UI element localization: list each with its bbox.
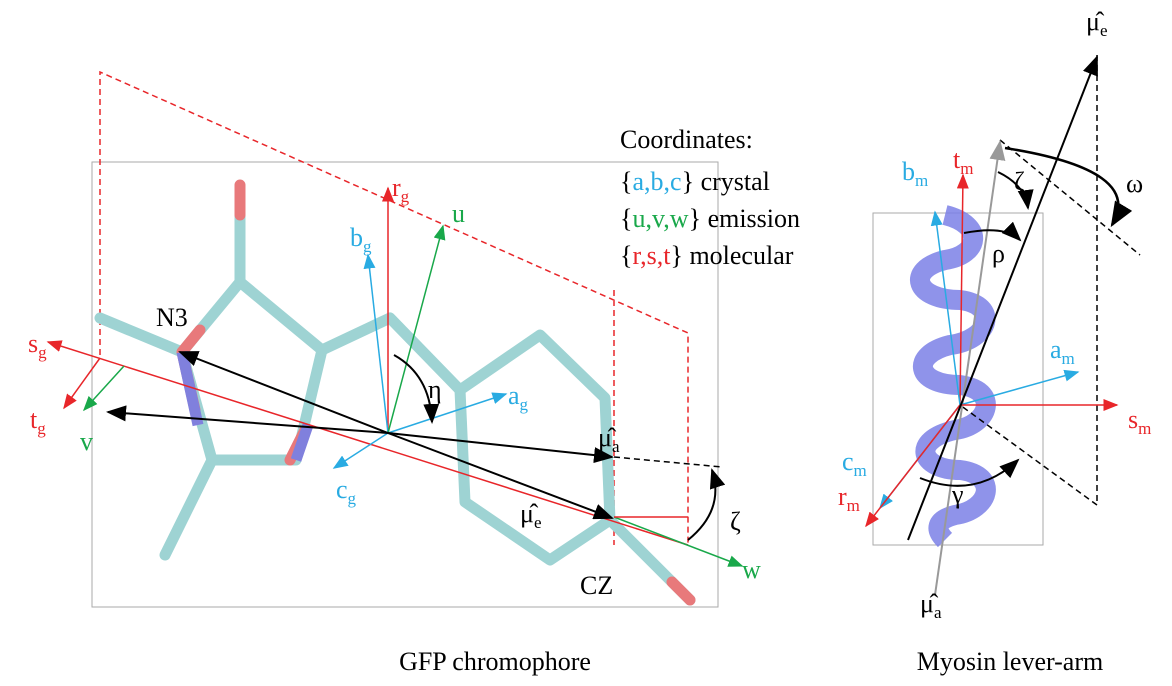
- label: sm: [1128, 405, 1151, 438]
- label-sub: m: [915, 171, 928, 190]
- legend-letters: u,v,w: [632, 204, 688, 233]
- label: v: [80, 427, 93, 456]
- label-text: c: [336, 475, 348, 504]
- figure: rgubgsgtgvN3ηagcgμ̂aμ̂eCZζwμ̂etmbmζωρams…: [0, 0, 1172, 681]
- label-text: b: [350, 223, 363, 252]
- legend-open: {: [620, 167, 632, 196]
- label-text: N3: [156, 303, 188, 332]
- label-text: r: [392, 173, 401, 202]
- label: bm: [902, 157, 928, 190]
- label: bg: [350, 223, 372, 256]
- label: μ̂e: [1086, 7, 1108, 40]
- legend-row: {a,b,c} crystal: [620, 167, 770, 196]
- legend-word: molecular: [683, 241, 794, 270]
- label-text: η: [428, 375, 442, 404]
- label-text: ζ: [1014, 167, 1025, 196]
- label-sub: m: [847, 496, 860, 515]
- label-text: r: [838, 482, 847, 511]
- label-sub: m: [854, 461, 867, 480]
- caption: Myosin lever-arm: [917, 647, 1103, 676]
- label-sub: e: [534, 513, 542, 532]
- label-text: CZ: [580, 571, 613, 600]
- label-sub: m: [960, 159, 973, 178]
- label: tm: [953, 145, 973, 178]
- legend-close: }: [689, 204, 701, 233]
- label: γ: [951, 480, 964, 509]
- label: cm: [842, 447, 867, 480]
- label: u: [452, 199, 465, 228]
- label: μ̂a: [920, 589, 942, 622]
- label-sub: m: [1062, 349, 1075, 368]
- label: rg: [392, 173, 410, 206]
- label-text: γ: [951, 480, 964, 509]
- label-text: a: [1050, 335, 1062, 364]
- label-sub: g: [520, 395, 529, 414]
- label-text: w: [742, 555, 761, 584]
- label-sub: e: [1100, 21, 1108, 40]
- label: μ̂a: [598, 423, 620, 456]
- legend-close: }: [682, 167, 694, 196]
- label: ζ: [730, 507, 741, 536]
- label: ω: [1126, 169, 1143, 198]
- label: μ̂e: [520, 499, 542, 532]
- legend-word: crystal: [694, 167, 770, 196]
- label-text: s: [28, 329, 38, 358]
- myosin-panel: [866, 55, 1140, 595]
- legend-letters: a,b,c: [632, 167, 681, 196]
- caption: GFP chromophore: [399, 647, 591, 676]
- legend-title: Coordinates:: [620, 125, 753, 154]
- label-text: c: [842, 447, 854, 476]
- label: ag: [508, 381, 529, 414]
- label-text: u: [452, 199, 465, 228]
- label: ζ: [1014, 167, 1025, 196]
- legend-letters: r,s,t: [632, 241, 671, 270]
- label-sub: g: [363, 237, 372, 256]
- label: η: [428, 375, 442, 404]
- label: am: [1050, 335, 1075, 368]
- legend-word: emission: [701, 204, 800, 233]
- plane: [100, 72, 688, 545]
- label: w: [742, 555, 761, 584]
- axes: [866, 55, 1140, 595]
- label-text: s: [1128, 405, 1138, 434]
- label-sub: g: [348, 489, 357, 508]
- label: rm: [838, 482, 860, 515]
- legend-open: {: [620, 241, 632, 270]
- legend-close: }: [670, 241, 682, 270]
- label: ρ: [992, 239, 1005, 268]
- label: tg: [30, 405, 46, 438]
- legend-row: {u,v,w} emission: [620, 204, 800, 233]
- label-text: v: [80, 427, 93, 456]
- label-sub: a: [612, 437, 620, 456]
- label-text: ρ: [992, 239, 1005, 268]
- label: CZ: [580, 571, 613, 600]
- label-text: a: [508, 381, 520, 410]
- legend-row: {r,s,t} molecular: [620, 241, 794, 270]
- label-sub: g: [37, 419, 46, 438]
- label-sub: g: [38, 343, 47, 362]
- label-text: b: [902, 157, 915, 186]
- label-sub: a: [934, 603, 942, 622]
- label-sub: g: [401, 187, 410, 206]
- label-text: ω: [1126, 169, 1143, 198]
- legend: Coordinates: {a,b,c} crystal{u,v,w} emis…: [620, 125, 800, 270]
- label: sg: [28, 329, 47, 362]
- legend-open: {: [620, 204, 632, 233]
- label: cg: [336, 475, 357, 508]
- label: N3: [156, 303, 188, 332]
- label-text: ζ: [730, 507, 741, 536]
- label-sub: m: [1138, 419, 1151, 438]
